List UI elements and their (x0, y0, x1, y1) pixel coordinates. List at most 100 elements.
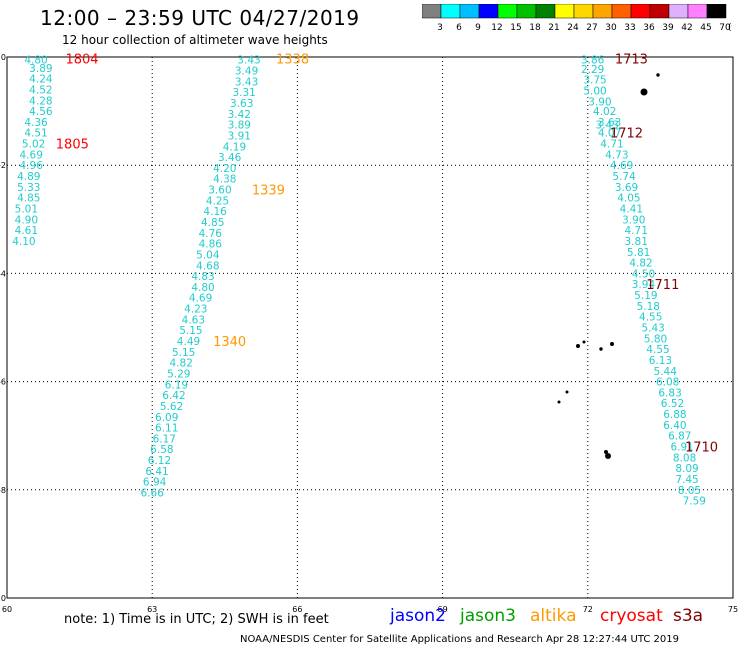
wave-height-point: 6.91 (670, 442, 693, 454)
wave-height-point: 3.90 (588, 96, 611, 108)
legend-jason3: jason3 (460, 606, 516, 626)
pass-time-label: 1340 (213, 335, 246, 350)
legend-jason2: jason2 (390, 606, 446, 626)
color-scale-label: 39 (662, 23, 674, 33)
wave-height-point: 4.41 (620, 203, 643, 215)
wave-height-point: 6.42 (162, 390, 185, 402)
y-tick-label: -4 (0, 269, 6, 278)
color-scale-label: 36 (643, 23, 655, 33)
color-swatch (706, 4, 727, 19)
wave-height-point: 5.19 (634, 290, 657, 302)
x-tick-label: 66 (292, 605, 302, 614)
color-scale-label: 18 (529, 23, 541, 33)
wave-height-point: 8.05 (678, 485, 701, 497)
wave-height-point: 4.80 (191, 282, 214, 294)
x-tick-label: 69 (438, 605, 448, 614)
wave-height-point: 5.80 (644, 333, 667, 345)
units-note: note: 1) Time is in UTC; 2) SWH is in fe… (64, 612, 329, 627)
wave-height-point: 4.10 (12, 236, 35, 248)
wave-height-point: 4.82 (629, 258, 652, 270)
wave-height-point: 7.45 (675, 474, 698, 486)
wave-height-point: 4.55 (646, 344, 669, 356)
coastline-islands (557, 73, 660, 459)
wave-height-point: 8.08 (673, 452, 696, 464)
color-scale-label: 70 (719, 23, 731, 33)
wave-height-point: 6.19 (165, 379, 188, 391)
wave-height-point: 4.56 (29, 106, 53, 118)
wave-height-point: 5.33 (17, 182, 40, 194)
color-scale-label: 3 (437, 23, 443, 33)
altimeter-track: 4.803.894.244.524.284.564.364.515.024.69… (12, 53, 98, 248)
pass-time-label: 1710 (685, 441, 718, 456)
wave-height-point: 3.49 (235, 66, 258, 78)
wave-height-point: 4.85 (17, 193, 40, 205)
pass-time-label: 1339 (252, 184, 285, 199)
wave-height-point: 6.12 (148, 455, 171, 467)
wave-height-point: 8.09 (675, 463, 698, 475)
wave-height-point: 4.85 (201, 217, 224, 229)
y-tick-label: -6 (0, 378, 6, 387)
wave-height-point: 6.88 (663, 409, 686, 421)
color-scale-label: 30 (605, 23, 617, 33)
legend-altika: altika (530, 606, 577, 626)
wave-height-point: 5.15 (172, 347, 195, 359)
wave-height-point: 4.50 (632, 268, 655, 280)
wave-height-point: 3.89 (29, 63, 52, 75)
wave-height-point: 5.29 (167, 368, 190, 380)
wave-height-point: 5.74 (612, 171, 636, 183)
wave-height-point: 4.76 (199, 228, 223, 240)
color-scale-label: 24 (567, 23, 579, 33)
wave-height-point: 3.63 (598, 117, 621, 129)
wave-height-point: 3.42 (228, 109, 251, 121)
plot-frame (6, 56, 734, 599)
wave-height-point: 6.08 (656, 377, 679, 389)
wave-height-point: 3.43 (595, 120, 618, 132)
wave-height-point: 4.02 (593, 106, 616, 118)
wave-height-point: 5.43 (641, 323, 664, 335)
wave-height-point: 4.28 (29, 95, 52, 107)
color-scale-label: 45 (700, 23, 711, 33)
wave-height-point: 6.13 (649, 355, 672, 367)
wave-height-point: 6.87 (668, 431, 691, 443)
altimeter-track: 3.862.293.755.003.904.023.633.434.074.71… (581, 53, 718, 508)
color-scale-label: 9 (475, 23, 481, 33)
wave-height-point: 3.63 (230, 98, 253, 110)
pass-time-label: 1804 (65, 53, 98, 68)
wave-height-point: 3.60 (208, 185, 231, 197)
x-tick-label: 63 (147, 605, 157, 614)
wave-height-point: 2.29 (581, 64, 604, 76)
wave-height-point: 4.96 (20, 160, 44, 172)
wave-height-point: 3.43 (235, 76, 258, 88)
wave-height-point: 3.94 (632, 279, 656, 291)
wave-height-point: 6.52 (661, 398, 684, 410)
wave-height-point: 4.36 (24, 117, 48, 129)
legend-cryosat: cryosat (600, 606, 663, 626)
wave-height-point: 5.00 (583, 86, 606, 98)
color-scale-label: 27 (586, 23, 597, 33)
wave-height-point: 4.63 (182, 314, 205, 326)
footer-credit: NOAA/NESDIS Center for Satellite Applica… (240, 634, 679, 645)
wave-height-point: 4.73 (605, 149, 628, 161)
wave-height-point: 3.81 (625, 236, 648, 248)
wave-height-point: 4.25 (206, 195, 229, 207)
wave-height-point: 4.19 (223, 141, 246, 153)
color-scale-label: 15 (510, 23, 521, 33)
wave-height-point: 5.18 (637, 301, 660, 313)
wave-height-point: 3.91 (228, 130, 251, 142)
color-scale-label: 12 (491, 23, 502, 33)
wave-height-point: 5.81 (627, 247, 650, 259)
wave-height-point: 5.15 (179, 325, 202, 337)
wave-height-point: 4.69 (610, 160, 633, 172)
wave-height-point: 5.62 (160, 401, 183, 413)
wave-height-point: 6.11 (155, 423, 178, 435)
color-scale-label: 6 (456, 23, 462, 33)
wave-height-point: 3.31 (232, 87, 255, 99)
x-tick-label: 60 (2, 605, 12, 614)
wave-height-point: 5.02 (22, 139, 45, 151)
x-tick-label: 75 (728, 605, 738, 614)
altimeter-track: 3.433.493.433.313.633.423.893.914.193.46… (141, 53, 310, 500)
y-tick-label: -8 (0, 486, 6, 495)
wave-height-point: 4.71 (600, 139, 623, 151)
